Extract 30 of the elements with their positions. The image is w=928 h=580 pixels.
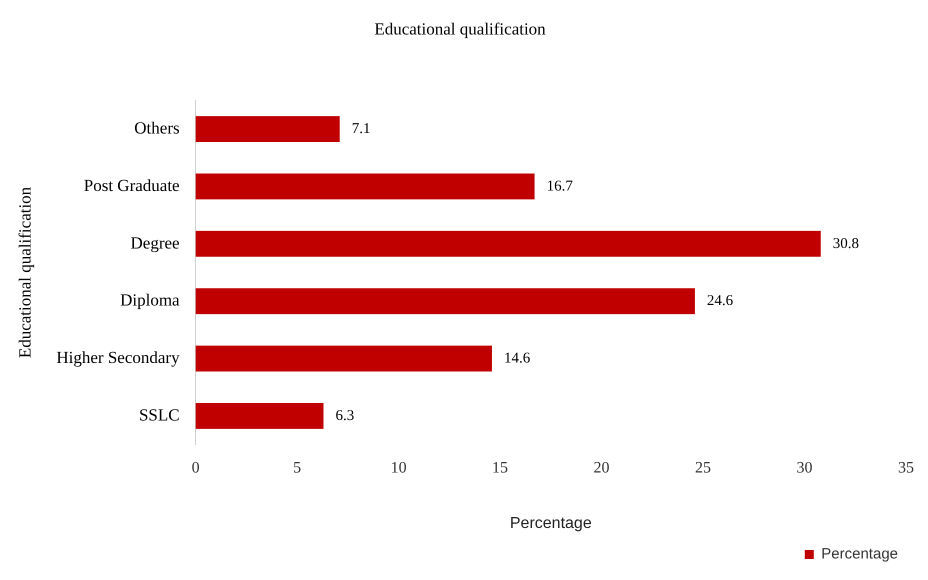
bar [196, 230, 821, 257]
y-tick-label: Higher Secondary [56, 348, 180, 368]
x-axis-title: Percentage [510, 514, 592, 532]
y-axis-title: Educational qualification [16, 186, 35, 358]
chart-title: Educational qualification [374, 20, 546, 39]
bar [196, 116, 340, 142]
bar [196, 174, 535, 200]
data-label: 6.3 [335, 408, 354, 424]
x-tick-label: 5 [293, 459, 302, 476]
data-label: 30.8 [832, 236, 860, 252]
x-tick-label: 15 [492, 459, 508, 476]
bar [196, 288, 695, 314]
bar [196, 403, 324, 429]
x-tick-label: 30 [796, 459, 813, 476]
y-tick-label: Diploma [120, 290, 180, 310]
x-tick-label: 0 [192, 459, 200, 476]
x-tick-label: 10 [390, 459, 407, 476]
data-label: 14.6 [504, 350, 531, 366]
data-label: 16.7 [546, 178, 574, 194]
y-tick-label: Post Graduate [84, 176, 180, 195]
legend-label: Percentage [821, 546, 898, 563]
bar [196, 346, 492, 372]
y-tick-label: Others [134, 118, 180, 138]
data-label: 7.1 [352, 121, 370, 138]
y-tick-label: SSLC [138, 405, 180, 424]
x-tick-label: 35 [898, 459, 914, 476]
y-tick-label: Degree [130, 233, 180, 252]
x-tick-label: 25 [695, 459, 712, 476]
x-tick-label: 20 [594, 459, 610, 476]
data-label: 24.6 [706, 293, 734, 310]
